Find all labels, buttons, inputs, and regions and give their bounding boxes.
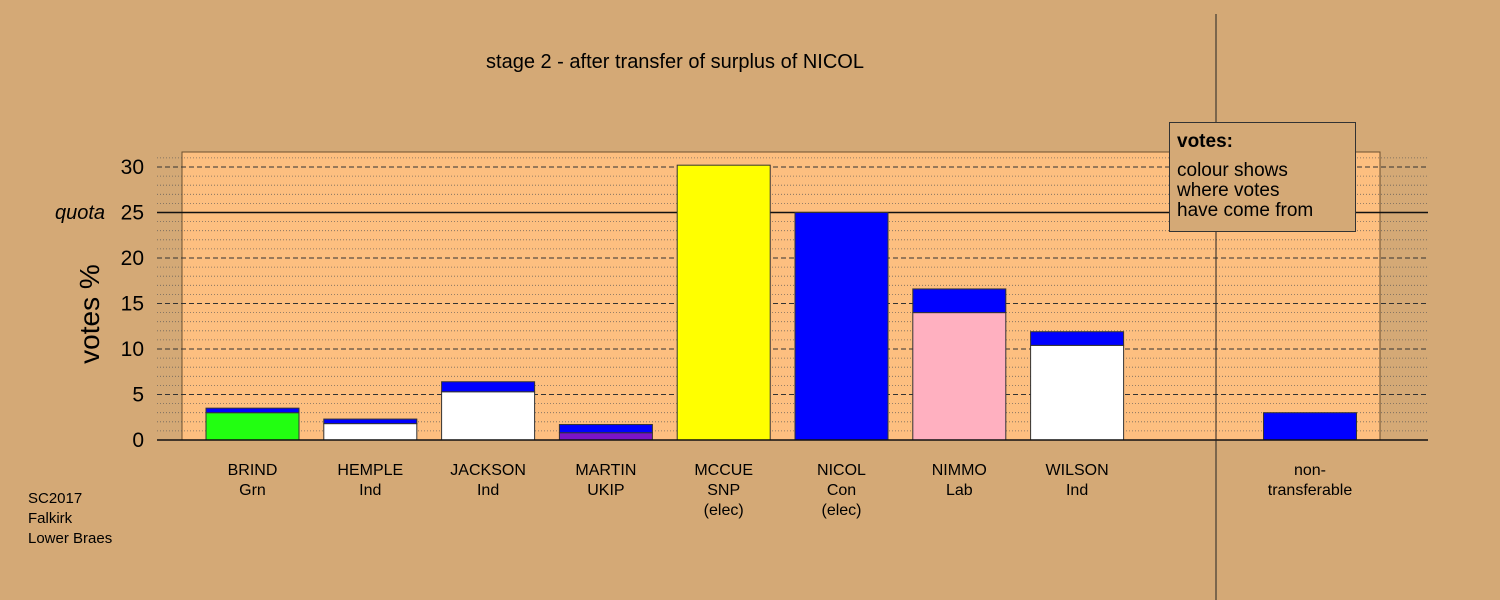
candidate-party: Ind [1065, 482, 1089, 499]
non-transferable-label: non-transferable [1250, 461, 1370, 501]
bar-martin-own [558, 432, 653, 441]
bar-non-transferable [1263, 412, 1357, 441]
y-axis-label: votes % [74, 264, 105, 364]
candidate-name: JACKSON [450, 462, 526, 479]
legend: votes: colour shows where votes have com… [1169, 122, 1356, 232]
candidate-name: NIMMO [931, 462, 987, 479]
candidate-name: NICOL [817, 462, 866, 479]
bar-nimmo-own [912, 312, 1007, 441]
candidate-label-mccue: MCCUE SNP (elec) [664, 461, 784, 521]
legend-body: colour shows where votes have come from [1177, 160, 1314, 221]
candidate-party: Lab [945, 482, 973, 499]
candidate-label-jackson: JACKSON Ind [428, 461, 548, 501]
candidate-label-nimmo: NIMMO Lab [899, 461, 1019, 501]
legend-title: votes: [1177, 131, 1233, 152]
y-tick-label: 10 [121, 338, 144, 361]
bar-hemple-own [323, 423, 418, 441]
candidate-status: (elec) [821, 502, 862, 519]
candidate-name: MCCUE [694, 462, 754, 479]
bar-nicol-own [794, 212, 889, 441]
footer-caption: SC2017 Falkirk Lower Braes [28, 489, 112, 549]
candidate-party: SNP [707, 482, 741, 499]
bar-brind-own [205, 412, 300, 441]
bar-mccue-own [676, 164, 771, 441]
candidate-name: HEMPLE [337, 462, 404, 479]
footer-line-ward: Lower Braes [28, 530, 113, 547]
candidate-party: Ind [476, 482, 500, 499]
candidate-name: WILSON [1045, 462, 1109, 479]
bar-wilson-own [1030, 344, 1125, 441]
candidate-party: transferable [1267, 482, 1353, 499]
candidate-name: BRIND [227, 462, 278, 479]
y-tick-label: 15 [121, 293, 144, 316]
y-tick-label: 0 [132, 429, 144, 452]
candidate-party: Ind [359, 482, 382, 499]
candidate-label-martin: MARTIN UKIP [546, 461, 666, 501]
candidate-label-wilson: WILSON Ind [1017, 461, 1137, 501]
y-tick-label: 20 [121, 247, 144, 270]
candidate-party: Con [826, 482, 857, 499]
y-tick-label: 25 [121, 202, 144, 225]
bar-jackson-own [441, 391, 536, 441]
y-tick-label: 30 [121, 156, 144, 179]
bar-brind-transfer [205, 407, 300, 414]
candidate-name: MARTIN [575, 462, 637, 479]
candidate-party: Grn [239, 482, 266, 499]
chart-title: stage 2 - after transfer of surplus of N… [486, 51, 864, 73]
y-tick-label: 5 [132, 384, 144, 407]
bar-nimmo-transfer [912, 288, 1007, 314]
candidate-label-brind: BRIND Grn [193, 461, 313, 501]
candidate-label-hemple: HEMPLE Ind [310, 461, 430, 501]
bar-hemple-transfer [323, 418, 418, 425]
candidate-label-nicol: NICOL Con (elec) [782, 461, 902, 521]
candidate-name: non- [1293, 462, 1327, 479]
candidate-status: (elec) [703, 502, 744, 519]
bar-jackson-transfer [441, 381, 536, 393]
bar-martin-transfer [558, 424, 653, 434]
footer-line-council: Falkirk [28, 510, 73, 527]
footer-line-election: SC2017 [28, 490, 83, 507]
candidate-party: UKIP [587, 482, 625, 499]
quota-label: quota [55, 202, 106, 224]
bar-wilson-transfer [1030, 331, 1125, 346]
